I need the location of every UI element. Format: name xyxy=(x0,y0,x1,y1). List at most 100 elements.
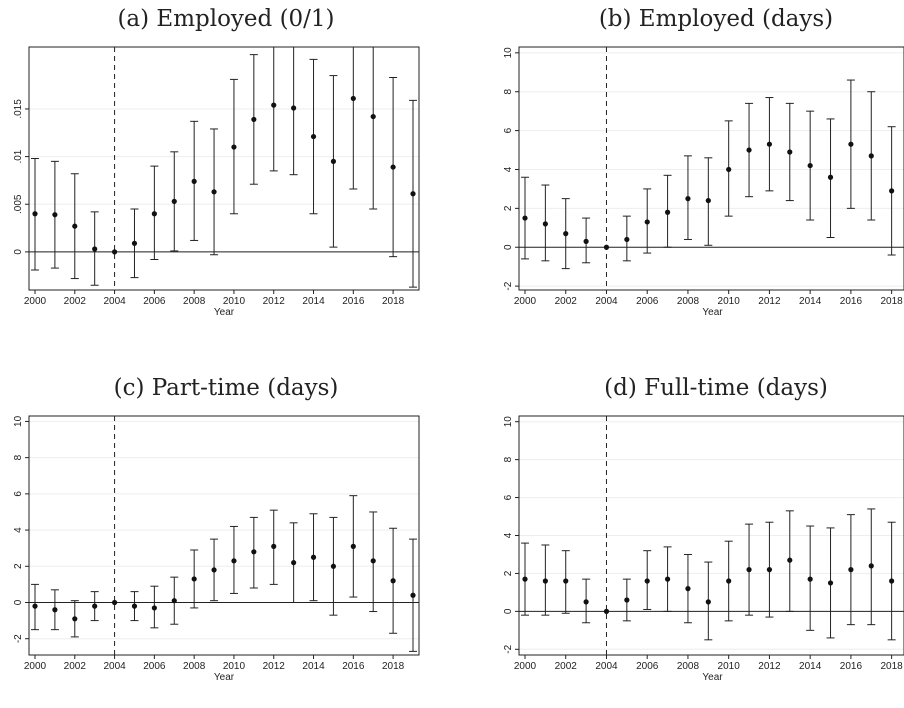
x-tick-label: 2008 xyxy=(677,296,700,307)
data-point xyxy=(726,166,732,173)
x-tick-label: 2014 xyxy=(799,296,822,307)
x-axis-label: Year xyxy=(702,672,723,683)
x-tick-label: 2006 xyxy=(143,661,166,672)
data-point xyxy=(211,189,217,195)
data-point xyxy=(787,149,793,155)
x-tick-label: 2016 xyxy=(840,296,863,307)
panel-title: (c) Part-time (days) xyxy=(114,375,339,401)
data-point xyxy=(171,598,177,604)
data-point xyxy=(271,102,277,108)
x-tick-label: 2012 xyxy=(758,296,781,307)
x-tick-label: 2000 xyxy=(24,296,47,307)
data-point xyxy=(889,578,895,584)
data-point xyxy=(291,560,297,566)
data-point xyxy=(330,158,337,164)
data-point xyxy=(151,211,157,217)
data-point xyxy=(685,196,691,202)
data-point xyxy=(211,567,217,573)
data-point xyxy=(726,578,732,584)
y-tick-label: .005 xyxy=(13,194,24,214)
plot-frame xyxy=(518,46,904,291)
data-point xyxy=(390,164,396,170)
data-point xyxy=(251,549,257,555)
data-point xyxy=(542,578,548,584)
x-tick-label: 2012 xyxy=(263,661,286,672)
x-axis-label: Year xyxy=(702,307,723,318)
y-tick-label: 4 xyxy=(503,166,514,172)
y-tick-label: 10 xyxy=(503,416,514,428)
y-tick-label: 6 xyxy=(503,127,514,133)
x-tick-label: 2014 xyxy=(799,661,822,672)
x-tick-label: 2002 xyxy=(64,661,87,672)
x-tick-label: 2006 xyxy=(636,661,659,672)
panel-title: (a) Employed (0/1) xyxy=(117,6,334,32)
panel-d: (d) Full-time (days) -2 0 2 4 6 8 10 2000 2002 200… xyxy=(503,375,904,683)
data-point xyxy=(868,563,874,569)
data-point xyxy=(131,240,138,246)
data-point xyxy=(624,236,630,243)
data-point xyxy=(746,147,752,153)
data-point xyxy=(583,238,589,244)
data-point xyxy=(390,578,396,584)
x-tick-label: 2000 xyxy=(514,296,537,307)
data-point xyxy=(32,603,38,609)
x-tick-label: 2012 xyxy=(758,661,781,672)
data-point xyxy=(231,558,237,564)
x-tick-label: 2010 xyxy=(223,296,246,307)
y-tick-label: 4 xyxy=(13,527,24,533)
plot-content xyxy=(29,416,419,655)
panel-c: (c) Part-time (days) -2 0 2 4 6 8 10 2000 2002 200… xyxy=(13,375,420,683)
x-tick-label: 2018 xyxy=(382,661,405,672)
data-point xyxy=(251,116,257,123)
y-tick-label: 2 xyxy=(503,205,514,211)
y-tick-label: 8 xyxy=(13,454,24,460)
data-point xyxy=(72,616,78,622)
x-tick-label: 2004 xyxy=(103,296,126,307)
data-point xyxy=(522,576,528,582)
data-point xyxy=(271,543,277,549)
data-point xyxy=(191,178,197,184)
data-point xyxy=(868,153,874,159)
data-point xyxy=(171,198,177,204)
data-point xyxy=(705,599,711,605)
x-tick-label: 2006 xyxy=(143,296,166,307)
y-tick-label: 2 xyxy=(503,570,514,576)
data-point xyxy=(111,599,118,606)
data-point xyxy=(603,608,610,614)
y-tick-label: 6 xyxy=(503,494,514,500)
x-tick-label: 2010 xyxy=(718,296,741,307)
data-point xyxy=(231,144,237,150)
x-tick-label: 2008 xyxy=(183,661,206,672)
y-tick-label: 10 xyxy=(13,415,24,427)
x-tick-label: 2016 xyxy=(342,296,365,307)
data-point xyxy=(889,188,895,194)
data-point xyxy=(72,223,78,229)
data-point xyxy=(766,567,773,573)
data-point xyxy=(92,603,98,609)
data-point xyxy=(131,603,138,609)
data-point xyxy=(827,174,834,180)
data-point xyxy=(603,244,610,250)
x-tick-label: 2018 xyxy=(881,296,904,307)
data-point xyxy=(766,141,773,147)
data-point xyxy=(583,599,589,605)
data-point xyxy=(32,211,38,217)
plot-content xyxy=(29,47,419,290)
x-tick-label: 2004 xyxy=(595,296,618,307)
x-tick-label: 2014 xyxy=(302,296,325,307)
data-point xyxy=(350,543,356,549)
data-point xyxy=(787,557,793,563)
x-tick-label: 2016 xyxy=(840,661,863,672)
y-tick-label: -2 xyxy=(503,644,514,653)
panel-b: (b) Employed (days) -2 0 2 4 6 8 10 2000 2002 2004… xyxy=(503,6,904,318)
x-tick-label: 2018 xyxy=(881,661,904,672)
data-point xyxy=(848,141,854,147)
data-point xyxy=(92,246,98,252)
x-tick-label: 2010 xyxy=(223,661,246,672)
data-point xyxy=(848,567,854,573)
data-point xyxy=(191,576,197,582)
x-tick-label: 2008 xyxy=(183,296,206,307)
x-tick-label: 2002 xyxy=(555,296,578,307)
data-point xyxy=(350,95,356,102)
